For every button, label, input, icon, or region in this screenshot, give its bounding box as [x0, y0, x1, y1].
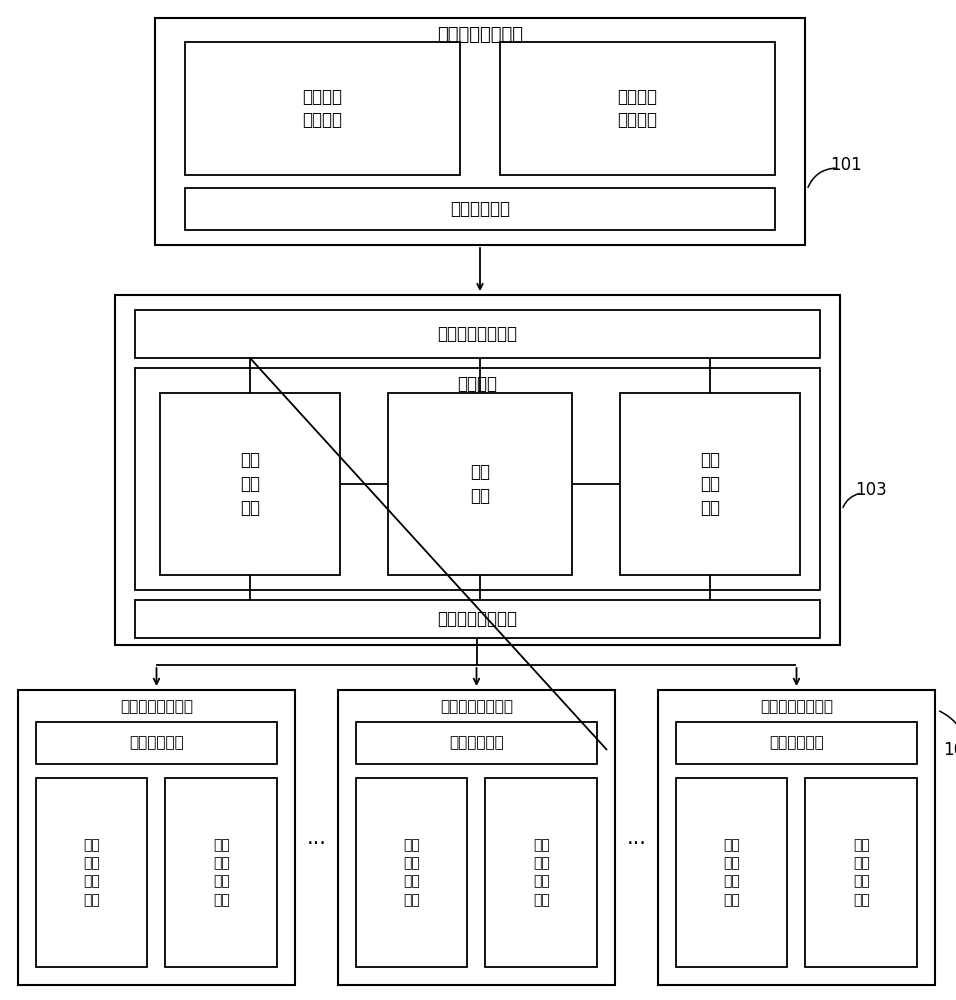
Bar	[155, 18, 805, 245]
Bar	[115, 295, 840, 645]
Bar	[135, 368, 820, 590]
Text: 数据
接收
单元: 数据 接收 单元	[240, 451, 260, 517]
Text: 数据
发送
单元: 数据 发送 单元	[700, 451, 720, 517]
Bar	[135, 600, 820, 638]
Text: 对外数据接口: 对外数据接口	[770, 736, 824, 750]
Bar	[165, 778, 277, 967]
Bar	[806, 778, 917, 967]
Bar	[36, 722, 277, 764]
Text: 通信系统模拟系统: 通信系统模拟系统	[120, 700, 193, 714]
Bar	[356, 722, 597, 764]
Bar	[185, 42, 460, 175]
Text: ...: ...	[626, 828, 646, 848]
Text: 102: 102	[943, 741, 956, 759]
Bar	[620, 393, 800, 575]
Text: 对外数据接口: 对外数据接口	[449, 736, 504, 750]
Text: 通信系统模拟系统: 通信系统模拟系统	[760, 700, 833, 714]
Text: ...: ...	[307, 828, 326, 848]
Text: 对外数据接口: 对外数据接口	[129, 736, 184, 750]
Text: 通信系统数据接口: 通信系统数据接口	[438, 610, 517, 628]
Bar	[36, 778, 147, 967]
Text: 运算
单元: 运算 单元	[470, 463, 490, 505]
Text: 仿真模型
模拟环境: 仿真模型 模拟环境	[618, 88, 658, 129]
Text: 通信
系统
仿真
模型: 通信 系统 仿真 模型	[724, 838, 740, 907]
Text: 仿真
模型
模拟
环境: 仿真 模型 模拟 环境	[532, 838, 550, 907]
Text: 对外数据接口: 对外数据接口	[450, 200, 510, 218]
Bar	[338, 690, 615, 985]
Bar	[356, 778, 467, 967]
Bar	[135, 310, 820, 358]
Text: 通信
系统
仿真
模型: 通信 系统 仿真 模型	[403, 838, 420, 907]
Bar	[676, 778, 788, 967]
Text: 103: 103	[855, 481, 887, 499]
Bar	[500, 42, 775, 175]
Bar	[160, 393, 340, 575]
Text: 101: 101	[830, 156, 861, 174]
Bar	[486, 778, 597, 967]
Text: 仿真
模型
模拟
环境: 仿真 模型 模拟 环境	[853, 838, 870, 907]
Text: 电力系统
仿真模型: 电力系统 仿真模型	[302, 88, 342, 129]
Text: 仿真
模型
模拟
环境: 仿真 模型 模拟 环境	[213, 838, 229, 907]
Bar	[658, 690, 935, 985]
Text: 电力系统数据接口: 电力系统数据接口	[438, 325, 517, 343]
Bar	[185, 188, 775, 230]
Text: 控制模块: 控制模块	[458, 375, 497, 393]
Text: 电力系统模拟系统: 电力系统模拟系统	[437, 26, 523, 44]
Bar	[388, 393, 572, 575]
Text: 通信系统模拟系统: 通信系统模拟系统	[440, 700, 513, 714]
Bar	[18, 690, 295, 985]
Bar	[676, 722, 917, 764]
Text: 通信
系统
仿真
模型: 通信 系统 仿真 模型	[83, 838, 100, 907]
